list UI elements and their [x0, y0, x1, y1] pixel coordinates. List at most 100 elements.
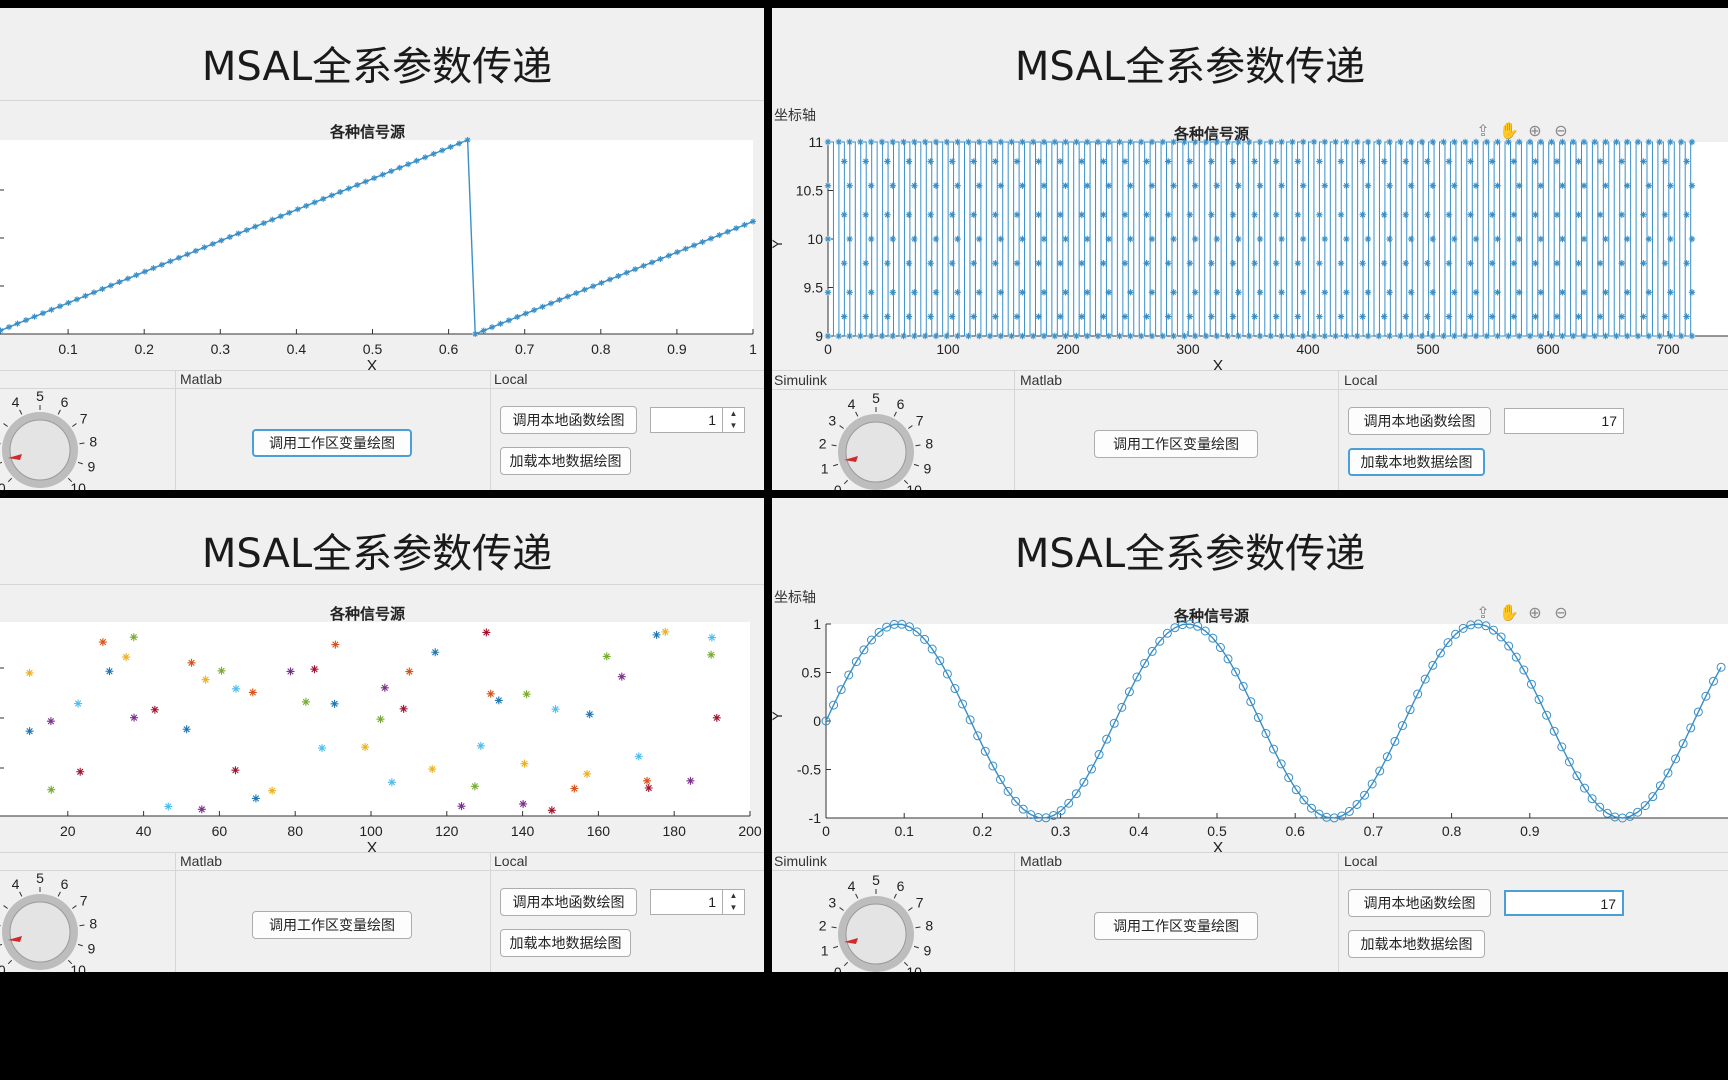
data-point: [1462, 138, 1469, 146]
zoom-out-icon[interactable]: ⊖: [1554, 123, 1568, 140]
knob-tick-label: 4: [848, 878, 856, 894]
zoom-in-icon[interactable]: ⊕: [1528, 605, 1542, 622]
knob-tick: [913, 945, 919, 949]
knob-tick: [839, 907, 844, 911]
data-point: [1116, 138, 1123, 146]
data-point: [976, 332, 983, 340]
data-point: [1661, 313, 1669, 320]
data-point: [98, 638, 107, 647]
knob-tick-label: 4: [848, 396, 856, 412]
chart-bottom-left[interactable]: 20 40 60 80 100 120 140 160 180 200 X: [0, 498, 764, 858]
data-point: [1537, 182, 1544, 189]
data-point: [1192, 182, 1199, 189]
data-point: [520, 759, 529, 768]
local-data-plot-button[interactable]: 加载本地数据绘图: [500, 447, 631, 475]
data-point: [25, 727, 34, 736]
knob-tick: [7, 959, 13, 965]
data-point: [1148, 138, 1156, 146]
data-point: [900, 138, 907, 146]
workspace-plot-button[interactable]: 调用工作区变量绘图: [252, 429, 412, 457]
spinner-arrows-icon[interactable]: ▲ ▼: [722, 408, 744, 432]
data-point: [124, 275, 131, 282]
local-data-plot-button[interactable]: 加载本地数据绘图: [500, 929, 631, 957]
data-point: [1526, 332, 1534, 340]
data-point: [150, 705, 159, 714]
y-tick-label: -0.5: [797, 762, 821, 778]
data-point: [1402, 313, 1409, 320]
data-point: [1575, 158, 1582, 165]
knob-tick-label: 0: [834, 964, 842, 972]
export-icon[interactable]: ⇪: [1476, 605, 1490, 622]
data-point: [980, 746, 990, 756]
data-point: [970, 260, 977, 267]
local-data-plot-button[interactable]: 加载本地数据绘图: [1348, 930, 1485, 958]
data-point: [1030, 332, 1037, 340]
knob-tick: [833, 945, 839, 949]
data-point: [1443, 638, 1453, 648]
data-point: [1105, 235, 1112, 243]
data-point: [1420, 674, 1430, 684]
local-func-plot-button[interactable]: 调用本地函数绘图: [500, 888, 637, 916]
data-point: [1537, 235, 1544, 243]
data-point: [1428, 660, 1438, 670]
data-point: [1159, 138, 1166, 146]
data-point: [1193, 621, 1203, 631]
axes-group-label: 坐标轴: [774, 107, 816, 123]
data-point: [330, 699, 339, 708]
data-point: [1321, 235, 1328, 243]
zoom-in-icon[interactable]: ⊕: [1528, 123, 1542, 140]
x-tick-label: 200: [738, 823, 762, 839]
data-point: [1343, 289, 1350, 296]
knob-pointer-icon: [8, 454, 22, 460]
data-point: [1359, 158, 1366, 165]
chart-bottom-right[interactable]: 0 0.1 0.2 0.3 0.4 0.5 0.6 0.7 0.8 0.9 -1 -0.5 0 0.5 1 X…: [772, 498, 1728, 858]
data-point: [1213, 235, 1220, 243]
local-func-plot-button[interactable]: 调用本地函数绘图: [1348, 407, 1491, 435]
data-point: [514, 313, 521, 320]
data-point: [911, 182, 918, 189]
data-point: [1143, 313, 1150, 320]
data-point: [1337, 811, 1347, 821]
data-point: [954, 235, 961, 243]
workspace-plot-button[interactable]: 调用工作区变量绘图: [252, 911, 412, 939]
data-point: [1678, 332, 1685, 340]
x-tick-label: 0.2: [134, 341, 154, 357]
export-icon[interactable]: ⇪: [1476, 123, 1490, 140]
data-point: [1062, 235, 1069, 243]
data-point: [1321, 138, 1328, 146]
workspace-plot-button[interactable]: 调用工作区变量绘图: [1094, 430, 1258, 458]
local-data-plot-button[interactable]: 加载本地数据绘图: [1348, 448, 1485, 476]
data-point: [878, 332, 886, 340]
local-func-plot-button[interactable]: 调用本地函数绘图: [500, 406, 637, 434]
spinner-input[interactable]: 1 ▲ ▼: [650, 889, 745, 915]
data-point: [547, 300, 554, 307]
zoom-out-icon[interactable]: ⊖: [1554, 605, 1568, 622]
data-point: [1645, 289, 1652, 296]
pan-hand-icon[interactable]: ✋: [1499, 605, 1519, 622]
data-point: [310, 665, 319, 674]
data-point: [997, 332, 1004, 340]
numeric-field[interactable]: 17: [1504, 890, 1624, 916]
spinner-input[interactable]: 1 ▲ ▼: [650, 407, 745, 433]
data-point: [0, 327, 4, 334]
numeric-field[interactable]: 17: [1504, 408, 1624, 434]
spinner-arrows-icon[interactable]: ▲ ▼: [722, 890, 744, 914]
knob-tick: [77, 461, 83, 465]
data-point: [268, 786, 277, 795]
plot-area: [828, 142, 1728, 336]
local-func-plot-button[interactable]: 调用本地函数绘图: [1348, 889, 1491, 917]
data-point: [1618, 158, 1625, 165]
chart-top-left[interactable]: 0.1 0.2 0.3 0.4 0.5 0.6 0.7 0.8 0.9 1 X: [0, 8, 764, 378]
data-point: [1202, 332, 1210, 340]
workspace-plot-button[interactable]: 调用工作区变量绘图: [1094, 912, 1258, 940]
chart-top-right[interactable]: 0 100 200 300 400 500 600 700 9 9.5 10 10.5 11 X Y: [772, 8, 1728, 378]
app-title: MSAL全系参数传递: [1014, 531, 1366, 577]
data-point: [1510, 211, 1517, 218]
pan-hand-icon[interactable]: ✋: [1499, 123, 1519, 140]
data-point: [1035, 313, 1042, 320]
data-point: [231, 684, 240, 693]
